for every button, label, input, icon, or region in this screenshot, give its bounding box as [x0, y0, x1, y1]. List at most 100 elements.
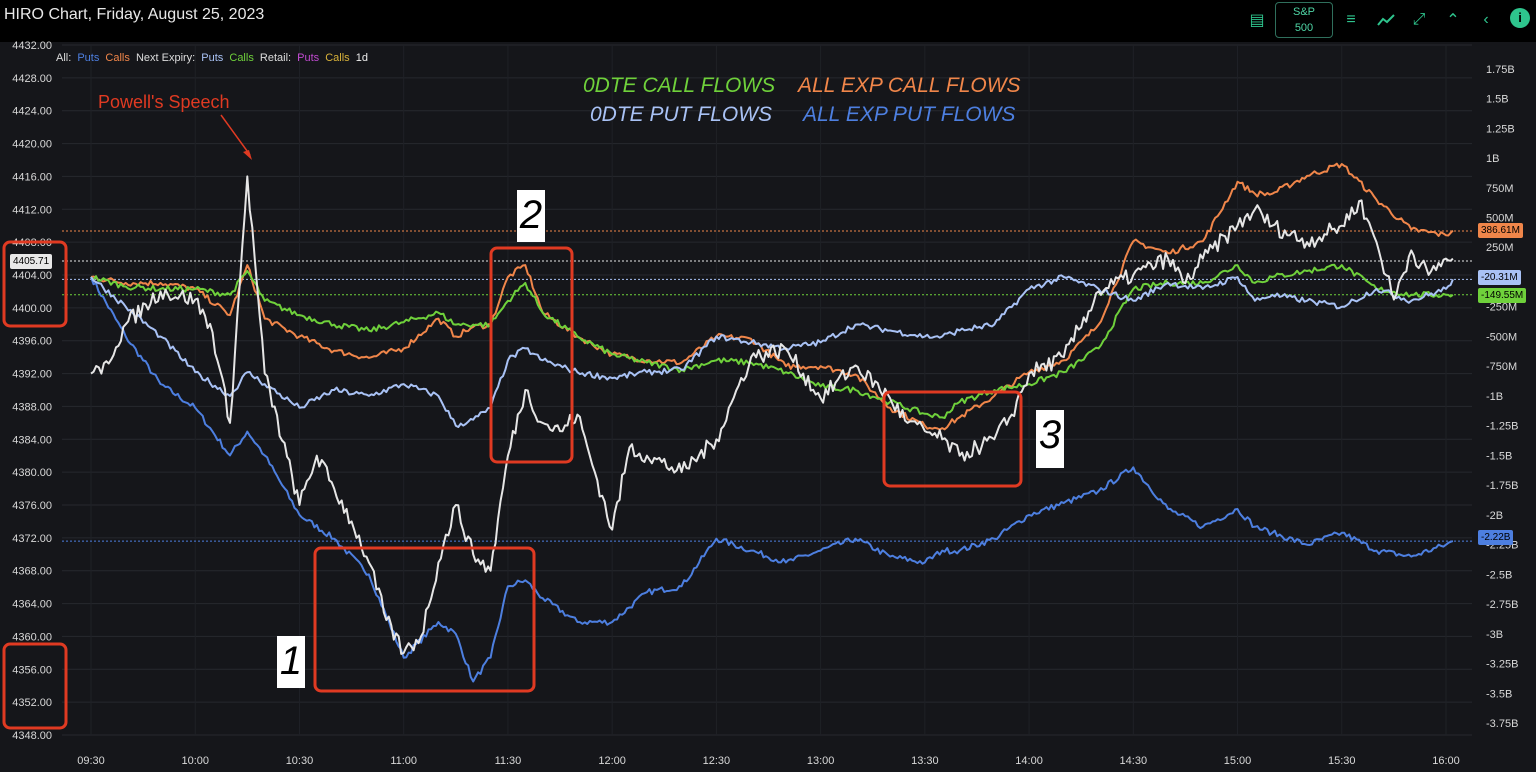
- series-line-dte0-puts: [90, 274, 1454, 428]
- annotation-number-1: 1: [277, 636, 305, 688]
- right-tick-label: -750M: [1486, 361, 1517, 373]
- left-tick-label: 4380.00: [12, 467, 52, 479]
- right-tick-label: -3B: [1486, 629, 1503, 641]
- info-icon[interactable]: i: [1510, 8, 1530, 28]
- left-tick-label: 4392.00: [12, 369, 52, 381]
- left-tick-label: 4400.00: [12, 303, 52, 315]
- x-tick-label: 16:00: [1432, 755, 1460, 767]
- x-tick-label: 15:00: [1224, 755, 1252, 767]
- reference-lines: [62, 230, 1472, 542]
- chevron-left-icon[interactable]: ‹: [1483, 11, 1489, 28]
- series-lines: [90, 162, 1454, 683]
- chevron-up-icon[interactable]: ⌃: [1446, 12, 1460, 29]
- top-bar: HIRO Chart, Friday, August 25, 2023 ▤ S&…: [0, 0, 1536, 42]
- powell-speech-annotation: Powell's Speech: [98, 92, 230, 112]
- right-tick-label: -1.25B: [1486, 421, 1518, 433]
- right-tick-label: -1.5B: [1486, 450, 1512, 462]
- legend-retail-calls[interactable]: Calls: [325, 52, 350, 64]
- right-tick-label: -2.5B: [1486, 569, 1512, 581]
- left-axis-highlight-bottom: [2, 642, 68, 730]
- left-tick-label: 4384.00: [12, 434, 52, 446]
- line-chart-icon[interactable]: [1376, 10, 1396, 30]
- right-axis: 1.75B1.5B1.25B1B750M500M250M0-250M-500M-…: [1486, 64, 1518, 730]
- left-tick-label: 4432.00: [12, 40, 52, 52]
- left-tick-label: 4428.00: [12, 73, 52, 85]
- series-line-price: [90, 175, 1454, 655]
- x-tick-label: 14:00: [1015, 755, 1043, 767]
- right-tick-label: -250M: [1486, 302, 1517, 314]
- x-tick-label: 10:00: [181, 755, 209, 767]
- ticker-line-1: S&P: [1292, 6, 1315, 18]
- annotation-number-3: 3: [1036, 410, 1064, 468]
- powell-arrow-head: [243, 150, 252, 160]
- series-line-dte0-calls: [90, 263, 1454, 419]
- left-axis: 4432.00 4428.00 4424.00 4420.00 4416.00 4412.…: [12, 40, 52, 742]
- right-tick-label: 500M: [1486, 213, 1514, 225]
- x-axis: 09:30 10:00 10:30 11:00 11:30 12:00 12:30 13:00…: [77, 755, 1460, 767]
- all-put-tag: -2.22B: [1478, 530, 1514, 545]
- x-tick-label: 14:30: [1120, 755, 1148, 767]
- window-title: HIRO Chart, Friday, August 25, 2023: [4, 6, 265, 23]
- legend-next-puts[interactable]: Puts: [201, 52, 224, 64]
- x-tick-label: 13:30: [911, 755, 939, 767]
- right-tick-label: -3.5B: [1486, 688, 1512, 700]
- legend-all-puts[interactable]: Puts: [77, 52, 100, 64]
- legend: All: Puts Calls Next Expiry: Puts Calls …: [56, 52, 371, 64]
- left-tick-label: 4404.00: [12, 270, 52, 282]
- right-tick-label: -500M: [1486, 331, 1517, 343]
- left-tick-label: 4420.00: [12, 139, 52, 151]
- 0dte-put-tag: -20.31M: [1478, 270, 1521, 285]
- price-tag: 4405.71: [10, 254, 53, 269]
- left-tick-label: 4376.00: [12, 500, 52, 512]
- highlight-boxes: [2, 114, 1023, 730]
- label-0dte-call-flows: 0DTE CALL FLOWS: [583, 74, 776, 97]
- x-tick-label: 13:00: [807, 755, 835, 767]
- left-tick-label: 4348.00: [12, 730, 52, 742]
- chart-area: [0, 42, 1536, 772]
- x-tick-label: 10:30: [286, 755, 314, 767]
- left-tick-label: 4388.00: [12, 401, 52, 413]
- sliders-icon[interactable]: ≡: [1346, 11, 1356, 28]
- legend-retail-puts[interactable]: Puts: [297, 52, 320, 64]
- legend-period[interactable]: 1d: [355, 52, 368, 64]
- x-tick-label: 15:30: [1328, 755, 1356, 767]
- label-0dte-put-flows: 0DTE PUT FLOWS: [590, 103, 773, 126]
- x-tick-label: 11:30: [495, 755, 522, 767]
- right-tick-label: 1B: [1486, 153, 1499, 165]
- x-tick-label: 09:30: [77, 755, 105, 767]
- list-icon[interactable]: ▤: [1249, 12, 1265, 29]
- label-all-exp-call-flows: ALL EXP CALL FLOWS: [798, 74, 1021, 97]
- right-tick-label: 250M: [1486, 242, 1514, 254]
- left-tick-label: 4372.00: [12, 533, 52, 545]
- legend-retail-label: Retail:: [259, 52, 292, 64]
- x-tick-label: 12:00: [598, 755, 626, 767]
- highlight-box-2: [489, 246, 574, 464]
- all-call-tag: 386.61M: [1478, 223, 1523, 238]
- legend-next-label: Next Expiry:: [135, 52, 196, 64]
- right-tick-label: -1B: [1486, 391, 1503, 403]
- highlight-box-1: [313, 546, 536, 693]
- left-axis-highlight-top: [2, 240, 68, 328]
- right-tick-label: -2.75B: [1486, 599, 1518, 611]
- left-tick-label: 4412.00: [12, 204, 52, 216]
- ticker-button[interactable]: S&P 500: [1275, 2, 1333, 38]
- annotation-number-2: 2: [517, 190, 545, 242]
- powell-arrow-line: [220, 114, 251, 156]
- legend-all-calls[interactable]: Calls: [105, 52, 130, 64]
- legend-next-calls[interactable]: Calls: [229, 52, 254, 64]
- left-tick-label: 4368.00: [12, 566, 52, 578]
- right-tick-label: -3.75B: [1486, 718, 1518, 730]
- right-tick-label: -2B: [1486, 510, 1503, 522]
- right-tick-label: 1.5B: [1486, 94, 1509, 106]
- highlight-box-3: [882, 390, 1023, 488]
- left-tick-label: 4416.00: [12, 171, 52, 183]
- compress-icon[interactable]: ⤢: [1412, 11, 1426, 28]
- x-tick-label: 12:30: [703, 755, 731, 767]
- label-all-exp-put-flows: ALL EXP PUT FLOWS: [803, 103, 1016, 126]
- grid: [62, 44, 1472, 736]
- right-tick-label: 1.25B: [1486, 123, 1515, 135]
- left-tick-label: 4424.00: [12, 106, 52, 118]
- left-tick-label: 4360.00: [12, 631, 52, 643]
- x-tick-label: 11:00: [390, 755, 417, 767]
